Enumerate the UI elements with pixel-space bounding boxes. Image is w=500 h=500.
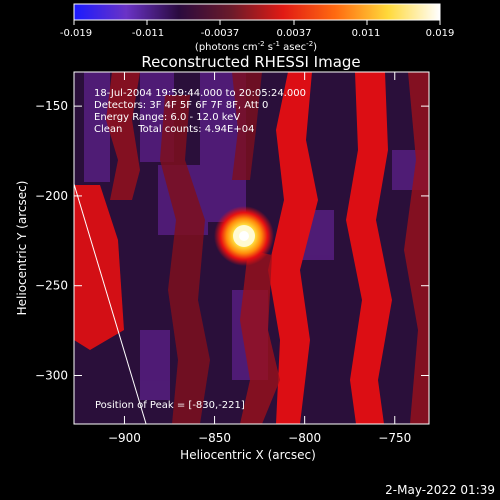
peak-position-label: Position of Peak = [-830,-221] [95,400,245,411]
colorbar: -0.019 -0.011 -0.0037 0.0037 0.011 0.019… [60,3,454,53]
info-time-range: 18-Jul-2004 19:59:44.000 to 20:05:24.000 [94,88,306,99]
colorbar-gradient [73,3,441,21]
red-stripe [404,72,429,424]
info-energy-range: Energy Range: 6.0 - 12.0 keV [94,112,240,123]
colorbar-ticks [73,20,441,25]
colorbar-units: (photons cm-2 s-1 asec-2) [195,40,317,53]
plot-title: Reconstructed RHESSI Image [141,53,360,71]
red-stripe [346,72,392,424]
colorbar-tick-label: 0.011 [352,28,381,39]
colorbar-tick-labels: -0.019 -0.011 -0.0037 0.0037 0.011 0.019 [60,28,454,39]
x-tick-label: −850 [198,431,231,445]
colorbar-tick-label: -0.0037 [201,28,240,39]
y-tick-label: −300 [35,369,68,383]
red-stripe [240,250,280,424]
colorbar-tick-label: 0.0037 [277,28,312,39]
purple-lobe [84,72,110,182]
peak-center [239,231,249,241]
plot-area [74,72,429,424]
purple-lobe [140,330,170,400]
y-tick-label: −200 [35,189,68,203]
peak-source [214,206,274,266]
red-stripe [160,95,210,424]
info-block: 18-Jul-2004 19:59:44.000 to 20:05:24.000… [94,88,306,135]
y-axis-label: Heliocentric Y (arcsec) [15,181,29,316]
info-method: Clean Total counts: 4.94E+04 [94,124,254,135]
x-tick-label: −800 [288,431,321,445]
red-stripe [268,72,318,424]
colorbar-tick-label: -0.019 [60,28,92,39]
info-detectors: Detectors: 3F 4F 5F 6F 7F 8F, Att 0 [94,100,268,111]
y-tick-label: −150 [35,99,68,113]
x-axis-label: Heliocentric X (arcsec) [180,448,316,462]
x-axis-ticks: −900 −850 −800 −750 [108,72,411,445]
image-plot: 18-Jul-2004 19:59:44.000 to 20:05:24.000… [35,71,430,445]
colorbar-tick-label: -0.011 [132,28,164,39]
red-stripe [106,72,140,200]
red-stripe [232,72,262,180]
solar-limb-line [74,182,147,424]
x-tick-label: −750 [378,431,411,445]
x-tick-label: −900 [108,431,141,445]
footer-timestamp: 2-May-2022 01:39 [385,483,495,497]
y-axis-ticks: −150 −200 −250 −300 [35,99,429,383]
y-tick-label: −250 [35,279,68,293]
colorbar-tick-label: 0.019 [426,28,455,39]
plot-frame [73,71,430,425]
